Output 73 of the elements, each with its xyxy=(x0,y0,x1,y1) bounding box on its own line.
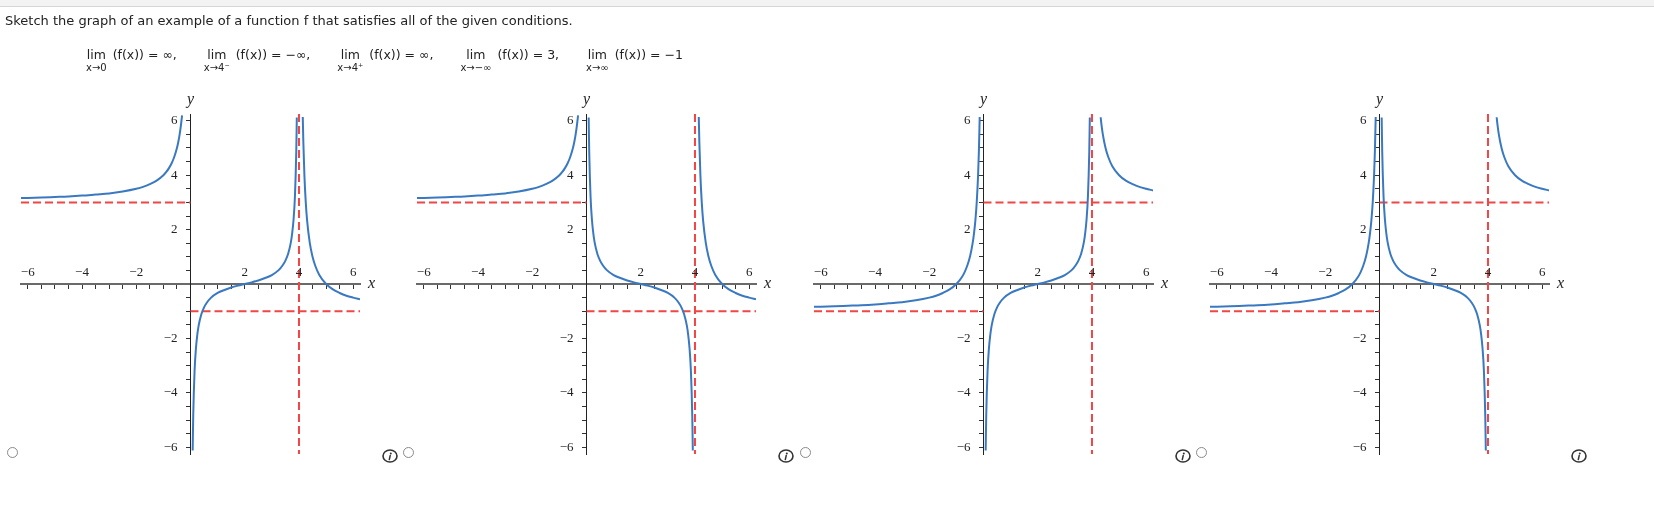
line-series xyxy=(191,116,298,452)
x-tick-label: 4 xyxy=(692,263,700,279)
x-tick-label: 6 xyxy=(349,263,357,279)
line-series xyxy=(301,115,360,301)
x-tick-label: −4 xyxy=(1263,263,1279,279)
y-tick-label: 4 xyxy=(567,166,575,182)
y-tick-label: −2 xyxy=(163,329,178,345)
x-axis-title: x xyxy=(763,274,772,292)
x-tick-label: −6 xyxy=(417,263,432,279)
x-axis-title: x xyxy=(1555,274,1564,292)
x-tick-label: 4 xyxy=(1484,263,1492,279)
y-tick-label: 2 xyxy=(171,221,178,237)
text: limx→−∞ (f(x)) = 3, xyxy=(460,47,560,73)
line-series xyxy=(1380,116,1487,452)
y-tick-label: 4 xyxy=(963,166,971,182)
y-tick-label: 4 xyxy=(1359,166,1367,182)
line-series xyxy=(984,116,1091,452)
y-axis-title: y xyxy=(184,90,195,109)
x-tick-label: −2 xyxy=(129,263,144,279)
x-tick-label: 4 xyxy=(295,263,303,279)
y-tick-label: −2 xyxy=(559,329,574,345)
y-tick-label: −2 xyxy=(1352,329,1367,345)
y-tick-label: −4 xyxy=(956,384,971,400)
y-tick-label: −4 xyxy=(559,384,575,400)
x-tick-label: −4 xyxy=(471,263,486,279)
line-series xyxy=(21,114,184,200)
text: limx→4⁺ (f(x)) = ∞, xyxy=(337,47,434,73)
x-tick-label: −4 xyxy=(867,263,883,279)
line-series xyxy=(1099,116,1153,192)
x-tick-label: −4 xyxy=(75,263,90,279)
y-tick-label: −2 xyxy=(956,329,971,345)
y-tick-label: −4 xyxy=(1352,384,1367,400)
y-tick-label: 2 xyxy=(963,221,971,237)
x-tick-label: −6 xyxy=(20,263,36,279)
y-tick-label: 6 xyxy=(963,112,971,128)
x-tick-label: 2 xyxy=(1430,263,1437,279)
line-series xyxy=(698,115,757,301)
x-tick-label: 2 xyxy=(1034,263,1041,279)
x-tick-label: −6 xyxy=(813,263,828,279)
y-tick-label: 6 xyxy=(1359,112,1367,128)
y-tick-label: 4 xyxy=(171,166,178,182)
line-series xyxy=(417,114,580,200)
y-tick-label: −6 xyxy=(163,438,178,454)
x-tick-label: 2 xyxy=(241,263,248,279)
x-tick-label: 6 xyxy=(1538,263,1546,279)
y-axis-title: y xyxy=(1373,90,1384,109)
x-axis-title: x xyxy=(367,274,376,292)
text: Sketch the graph of an example of a function f that satisfies all of the given conditions. xyxy=(5,13,573,28)
y-tick-label: −6 xyxy=(559,438,575,454)
y-tick-label: 6 xyxy=(567,112,575,128)
y-tick-label: 2 xyxy=(1359,221,1367,237)
y-axis-title: y xyxy=(581,90,592,109)
line-series xyxy=(1495,116,1549,192)
y-tick-label: −6 xyxy=(956,438,971,454)
y-axis-title: y xyxy=(977,90,988,109)
x-tick-label: 6 xyxy=(1142,263,1150,279)
x-tick-label: −2 xyxy=(921,263,936,279)
y-tick-label: 6 xyxy=(171,112,178,128)
x-axis-title: x xyxy=(1159,274,1168,292)
x-tick-label: −2 xyxy=(525,263,540,279)
text: limx→4⁻ (f(x)) = −∞, xyxy=(203,47,311,73)
text: limx→0 (f(x)) = ∞, xyxy=(86,47,177,73)
line-series xyxy=(1209,115,1377,308)
line-series xyxy=(813,115,981,308)
y-tick-label: −4 xyxy=(163,384,178,400)
y-tick-label: 2 xyxy=(567,221,574,237)
y-tick-label: −6 xyxy=(1352,438,1367,454)
x-tick-label: −6 xyxy=(1209,263,1225,279)
x-tick-label: 6 xyxy=(746,263,754,279)
x-tick-label: −2 xyxy=(1318,263,1333,279)
x-tick-label: 2 xyxy=(637,263,645,279)
text: limx→∞ (f(x)) = −1 xyxy=(586,47,683,73)
x-tick-label: 4 xyxy=(1088,263,1096,279)
